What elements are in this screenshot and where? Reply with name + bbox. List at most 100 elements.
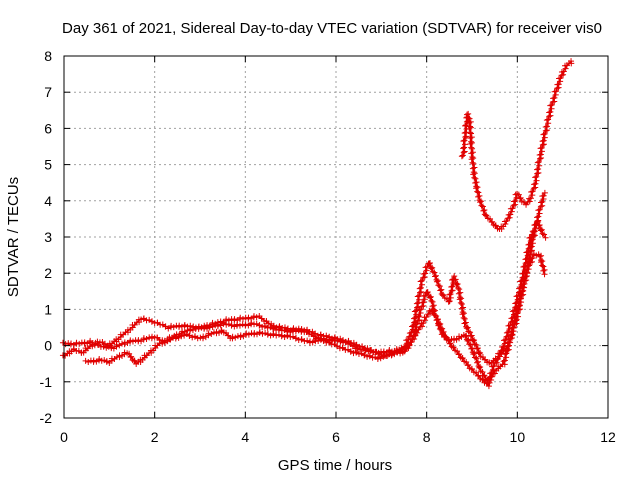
data-point [517,195,524,202]
x-tick-label: 10 [510,429,526,445]
data-point [418,277,425,284]
data-point [464,337,471,344]
data-point [528,237,535,244]
data-point [469,159,476,166]
data-point [471,337,478,344]
data-point [458,305,465,312]
data-point [535,165,542,172]
data-point [200,333,207,340]
data-point [474,345,481,352]
data-point [474,358,481,365]
data-point [414,329,421,336]
data-point [460,314,467,321]
data-point [463,133,470,140]
data-point [531,222,538,229]
data-point [469,165,476,172]
data-point [138,316,145,323]
data-point [251,330,258,337]
y-axis-label: SDTVAR / TECUs [5,177,22,297]
data-point [551,88,558,95]
data-point [445,298,452,305]
data-point [546,109,553,116]
data-point [113,341,120,348]
data-point [417,306,424,313]
data-point [463,111,470,118]
data-point [457,299,464,306]
data-point [516,285,523,292]
data-point [516,302,523,309]
data-point [533,173,540,180]
data-point [402,346,409,353]
data-point [408,329,415,336]
data-point [460,138,467,145]
data-point [184,327,191,334]
data-point [550,95,557,102]
x-tick-label: 0 [60,429,68,445]
data-point [501,357,508,364]
data-point [468,150,475,157]
data-point [462,122,469,129]
x-tick-label: 12 [600,429,616,445]
data-point [462,333,469,340]
data-point [522,273,529,280]
data-point [156,340,163,347]
y-tick-label: 2 [44,265,52,281]
data-point [527,195,534,202]
data-point [539,138,546,145]
data-point [168,322,175,329]
data-point [426,260,433,267]
data-point [332,338,339,345]
data-point [415,299,422,306]
data-point [187,325,194,332]
data-point [500,358,507,365]
data-point [439,329,446,336]
y-tick-label: 0 [44,338,52,354]
x-tick-label: 6 [332,429,340,445]
series-track-3 [82,189,548,368]
data-point [541,271,548,278]
data-point [529,236,536,243]
data-point [477,349,484,356]
data-point [535,213,542,220]
data-point [548,102,555,109]
data-point [510,324,517,331]
data-point [514,309,521,316]
data-point [388,350,395,357]
data-point [68,340,75,347]
data-point [420,299,427,306]
data-point [470,351,477,358]
series-track-4 [458,58,575,233]
data-point [415,292,422,299]
data-point [446,298,453,305]
data-point [426,260,433,267]
data-point [451,277,458,284]
data-point [467,333,474,340]
data-point [433,278,440,285]
data-point [537,227,544,234]
data-point [124,340,131,347]
data-point [165,325,172,332]
data-point [513,293,520,300]
data-point [530,229,537,236]
y-tick-label: -1 [40,374,53,390]
data-point [437,324,444,331]
data-point [468,156,475,163]
data-point [540,137,547,144]
data-point [422,264,429,271]
data-point [540,192,547,199]
data-point [458,153,465,160]
data-point [394,347,401,354]
data-point [537,145,544,152]
data-point [509,325,516,332]
data-point [436,321,443,328]
data-point [404,340,411,347]
y-tick-label: 1 [44,301,52,317]
data-point [547,102,554,109]
data-point [537,259,544,266]
data-point [528,188,535,195]
data-point [413,307,420,314]
data-point [248,320,255,327]
data-point [149,333,156,340]
data-point [480,373,487,380]
data-point [143,317,150,324]
